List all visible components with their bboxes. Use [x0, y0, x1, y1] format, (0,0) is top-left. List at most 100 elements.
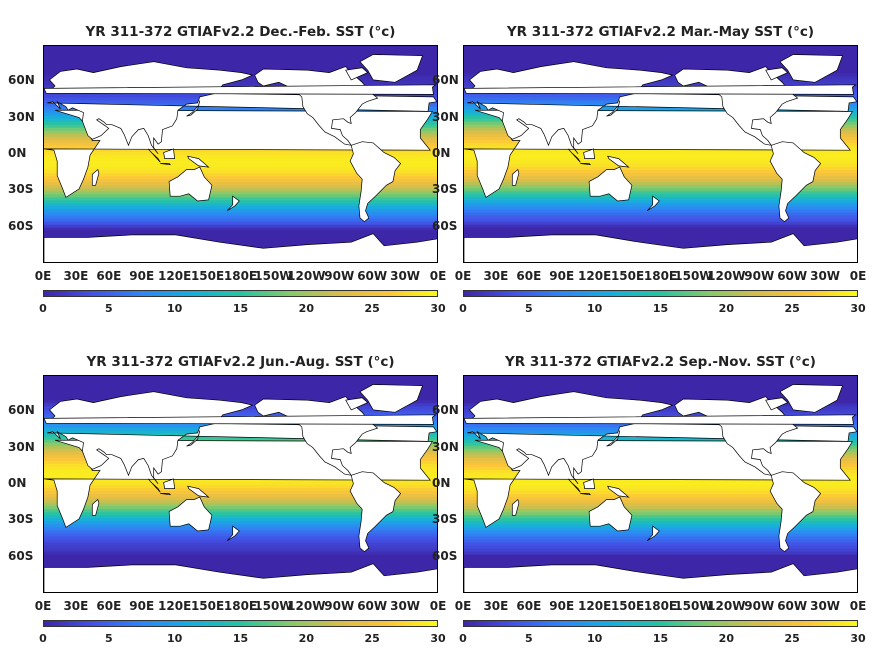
sst-band — [464, 203, 857, 208]
lon-tick-label: 120E — [578, 269, 612, 283]
land-mass — [511, 168, 520, 186]
colorbar-tick-label: 30 — [430, 632, 446, 645]
sst-band — [464, 566, 857, 571]
sst-band — [44, 242, 437, 247]
sst-band — [44, 233, 437, 238]
sst-band — [44, 218, 437, 223]
lon-tick-label: 30E — [63, 599, 89, 613]
lon-tick-label: 120W — [707, 599, 746, 613]
sst-band — [464, 106, 857, 111]
lat-tick-label: 60N — [8, 403, 35, 418]
lon-tick-label: 0E — [849, 269, 867, 283]
sst-band — [464, 209, 857, 214]
sst-band — [44, 155, 437, 159]
sst-band — [44, 197, 437, 202]
sst-band — [44, 560, 437, 565]
lon-tick-label: 90W — [744, 269, 775, 283]
sst-band — [464, 79, 857, 83]
lon-tick-label: 0E — [34, 269, 52, 283]
sst-band — [44, 512, 437, 516]
map-title: YR 311-372 GTIAFv2.2 Mar.-May SST (°c) — [506, 24, 815, 40]
land-mass — [646, 525, 660, 541]
colorbar-tick-label: 5 — [525, 632, 533, 645]
colorbar — [463, 620, 858, 627]
colorbar-tick-label: 15 — [232, 302, 249, 315]
sst-band — [44, 500, 437, 504]
land-mass — [345, 397, 369, 411]
sst-band — [44, 52, 437, 56]
sst-band — [464, 524, 857, 528]
land-mass — [160, 493, 172, 496]
sst-band — [44, 173, 437, 177]
sst-band — [464, 485, 857, 489]
land-mass — [226, 525, 240, 541]
sst-band — [44, 388, 437, 392]
sst-band — [44, 569, 437, 574]
lat-tick-label: 30S — [432, 182, 458, 197]
sst-band — [44, 515, 437, 519]
lat-tick-label: 0N — [432, 146, 451, 160]
lon-tick-label: 180E — [643, 599, 678, 613]
sst-band — [464, 61, 857, 65]
sst-band — [44, 488, 437, 492]
sst-band — [44, 563, 437, 568]
land-mass — [91, 168, 100, 186]
map-panel-son: YR 311-372 GTIAFv2.2 Sep.-Nov. SST (°c) 6… — [420, 330, 866, 650]
lon-tick-label: 150E — [610, 599, 645, 613]
sst-band — [464, 179, 857, 183]
land-mass — [187, 155, 210, 168]
colorbar-tick-label: 15 — [652, 632, 669, 645]
sst-band — [464, 148, 857, 153]
lat-tick-label: 30S — [432, 512, 458, 527]
lat-tick-label: 60S — [432, 548, 458, 563]
colorbar-tick-label: 25 — [784, 632, 800, 645]
sst-band — [464, 500, 857, 504]
lon-tick-label: 90E — [549, 599, 575, 613]
lat-tick-label: 60S — [8, 548, 34, 563]
sst-band — [464, 158, 857, 162]
land-mass — [511, 498, 520, 516]
land-mass — [467, 61, 857, 155]
sst-band — [464, 548, 857, 553]
sst-band — [44, 521, 437, 525]
land-mass — [583, 148, 595, 159]
sst-band — [44, 158, 437, 162]
sst-band — [44, 497, 437, 501]
colorbar-tick-label: 10 — [167, 302, 183, 315]
lon-tick-label: 120E — [578, 599, 612, 613]
sst-band — [464, 409, 857, 413]
colorbar-tick-label: 0 — [39, 302, 47, 315]
sst-band — [44, 79, 437, 83]
land-mass — [226, 195, 240, 211]
sst-band — [464, 185, 857, 189]
lon-tick-label: 120W — [287, 269, 326, 283]
sst-band — [464, 488, 857, 492]
sst-band — [44, 548, 437, 553]
sst-band — [464, 227, 857, 232]
land-mass — [580, 163, 592, 166]
sst-map — [43, 45, 438, 263]
lat-tick-label: 30S — [8, 182, 34, 197]
colorbar-tick-label: 0 — [459, 302, 467, 315]
sst-band — [464, 515, 857, 519]
sst-band — [464, 518, 857, 522]
sst-band — [44, 557, 437, 562]
sst-band — [44, 106, 437, 111]
lon-tick-label: 90W — [324, 599, 355, 613]
land-mass — [349, 471, 402, 553]
land-mass — [359, 54, 423, 83]
land-mass — [583, 478, 595, 489]
lon-tick-label: 60E — [516, 599, 542, 613]
lon-tick-label: 0E — [429, 269, 447, 283]
sst-band — [464, 242, 857, 247]
land-mass — [646, 195, 660, 211]
land-mass — [464, 84, 857, 95]
sst-band — [464, 506, 857, 510]
sst-band — [44, 394, 437, 398]
colorbar-tick-label: 5 — [525, 302, 533, 315]
land-mass — [765, 397, 789, 411]
sst-band — [464, 400, 857, 404]
sst-band — [464, 46, 857, 50]
colorbar — [43, 290, 438, 297]
sst-band — [44, 239, 437, 244]
